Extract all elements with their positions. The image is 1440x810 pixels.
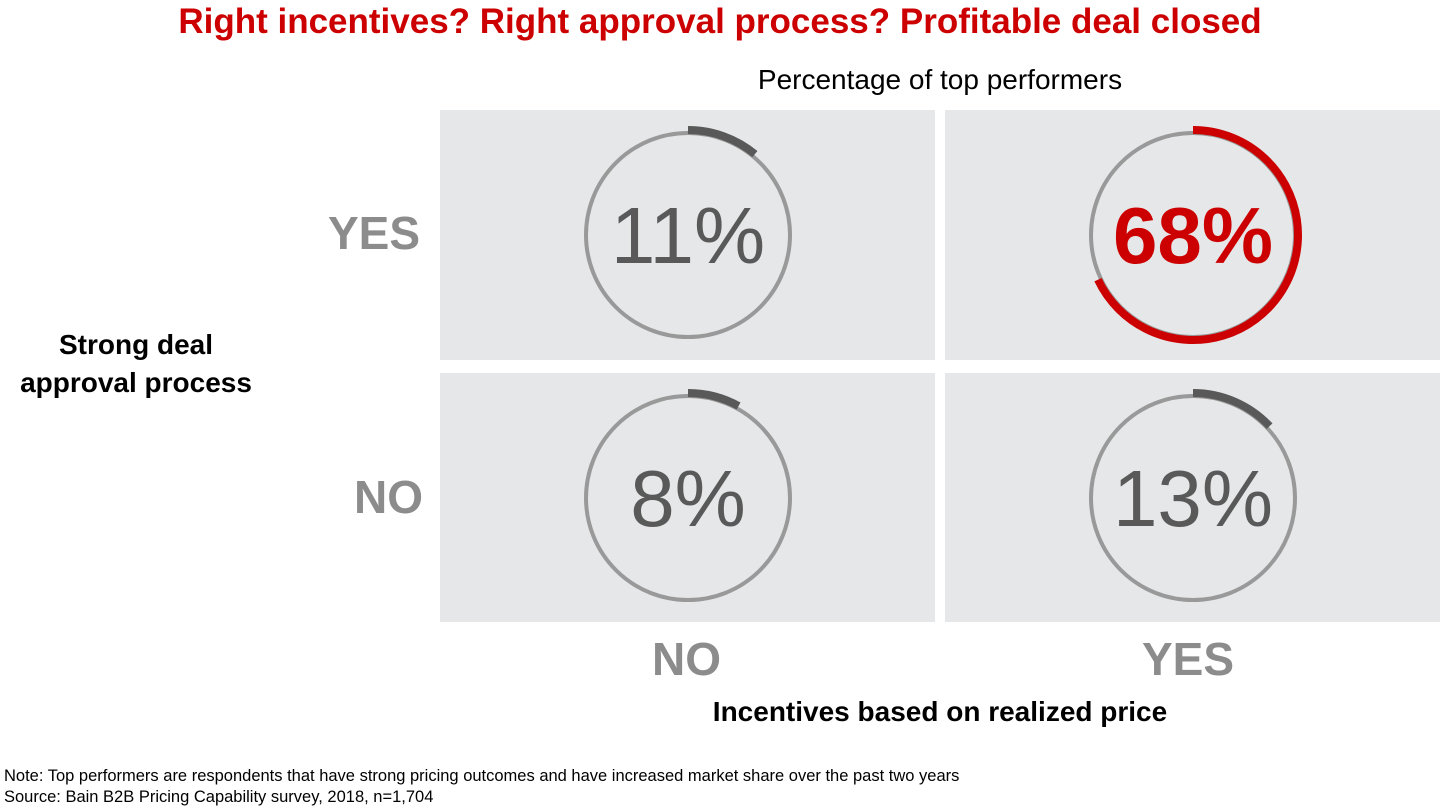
cell-bg-no-no	[440, 373, 935, 622]
source-text: Source: Bain B2B Pricing Capability surv…	[4, 788, 434, 806]
x-category-no: NO	[652, 633, 721, 685]
y-axis-label: Strong deal approval process	[20, 329, 252, 398]
x-axis-label: Incentives based on realized price	[712, 696, 1168, 727]
value-label-yes-no: 11%	[611, 191, 765, 280]
y-category-no: NO	[354, 471, 423, 523]
cell-bg-yes-yes	[945, 110, 1440, 360]
note-text: Note: Top performers are respondents tha…	[4, 767, 960, 785]
cell-bg-no-yes	[945, 373, 1440, 622]
footnote: Note: Top performers are respondents tha…	[4, 766, 959, 808]
gauge-arc-no-no	[687, 389, 741, 410]
value-label-no-yes: 13%	[1113, 454, 1273, 543]
value-label-no-no: 8%	[630, 454, 746, 543]
chart-title: Right incentives? Right approval process…	[178, 2, 1262, 41]
x-category-yes: YES	[1142, 633, 1235, 685]
gauge-arc-yes-no	[687, 126, 758, 158]
value-label-yes-yes: 68%	[1113, 191, 1273, 280]
gauge-arc-yes-yes	[1094, 126, 1302, 344]
cell-bg-yes-no	[440, 110, 935, 360]
gauge-arc-no-yes	[1192, 389, 1273, 429]
y-category-yes: YES	[328, 207, 421, 259]
chart-subtitle: Percentage of top performers	[757, 64, 1123, 95]
